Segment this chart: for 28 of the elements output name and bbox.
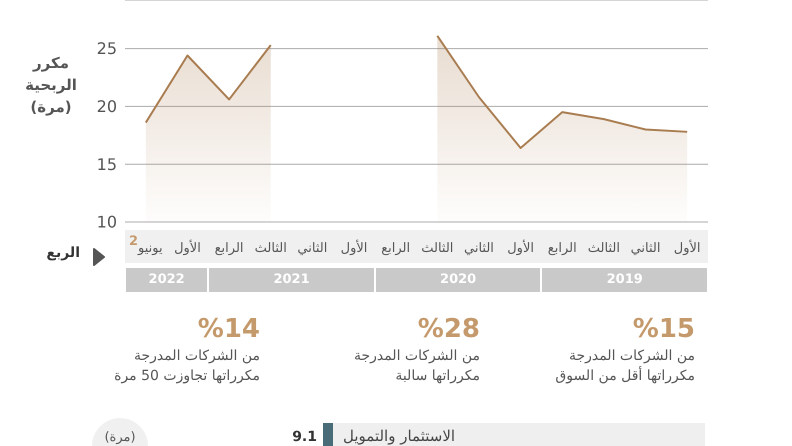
x-tick-label: الرابع	[381, 241, 410, 256]
y-tick-label: 25	[96, 39, 117, 58]
text: %14	[196, 313, 260, 346]
x-tick-label: الثالث	[421, 241, 454, 256]
x-tick-label: الثالث	[254, 241, 287, 256]
x-tick-label: الرابع	[548, 241, 577, 256]
x-tick-label: الرابع	[214, 241, 244, 256]
data-label: 9.1	[292, 429, 317, 445]
y-tick-label: الاستثمار والتمويل	[343, 427, 456, 445]
x-tick-label: الثاني	[464, 241, 494, 256]
x-tick-label: الأول	[174, 239, 201, 256]
x-tick-label: الثاني	[630, 241, 660, 256]
text: %28	[416, 313, 480, 346]
text: من الشركات المدرجة مكرراتها تجاوزت 50 مرة	[113, 347, 260, 386]
y-axis-title: مكرر الربحية (مرة)	[24, 53, 78, 118]
text: من الشركات المدرجة مكرراتها سالبة	[352, 347, 480, 386]
y-tick-label: 15	[96, 154, 117, 174]
x-tick-label: الأول	[507, 239, 534, 256]
text: من الشركات المدرجة مكرراتها أقل من السوق	[554, 347, 695, 386]
text: %15	[632, 313, 695, 346]
y-tick-label: 20	[96, 97, 117, 116]
x-tick-label: الثاني	[297, 241, 328, 256]
x-tick-label: الأول	[674, 239, 701, 256]
y-tick-label: 10	[96, 212, 117, 232]
x-tick-label: الأول	[340, 239, 368, 256]
text: (مرة)	[92, 418, 148, 446]
x-axis-title: الربع	[45, 245, 80, 261]
x-tick-label: الثالث	[588, 241, 620, 256]
